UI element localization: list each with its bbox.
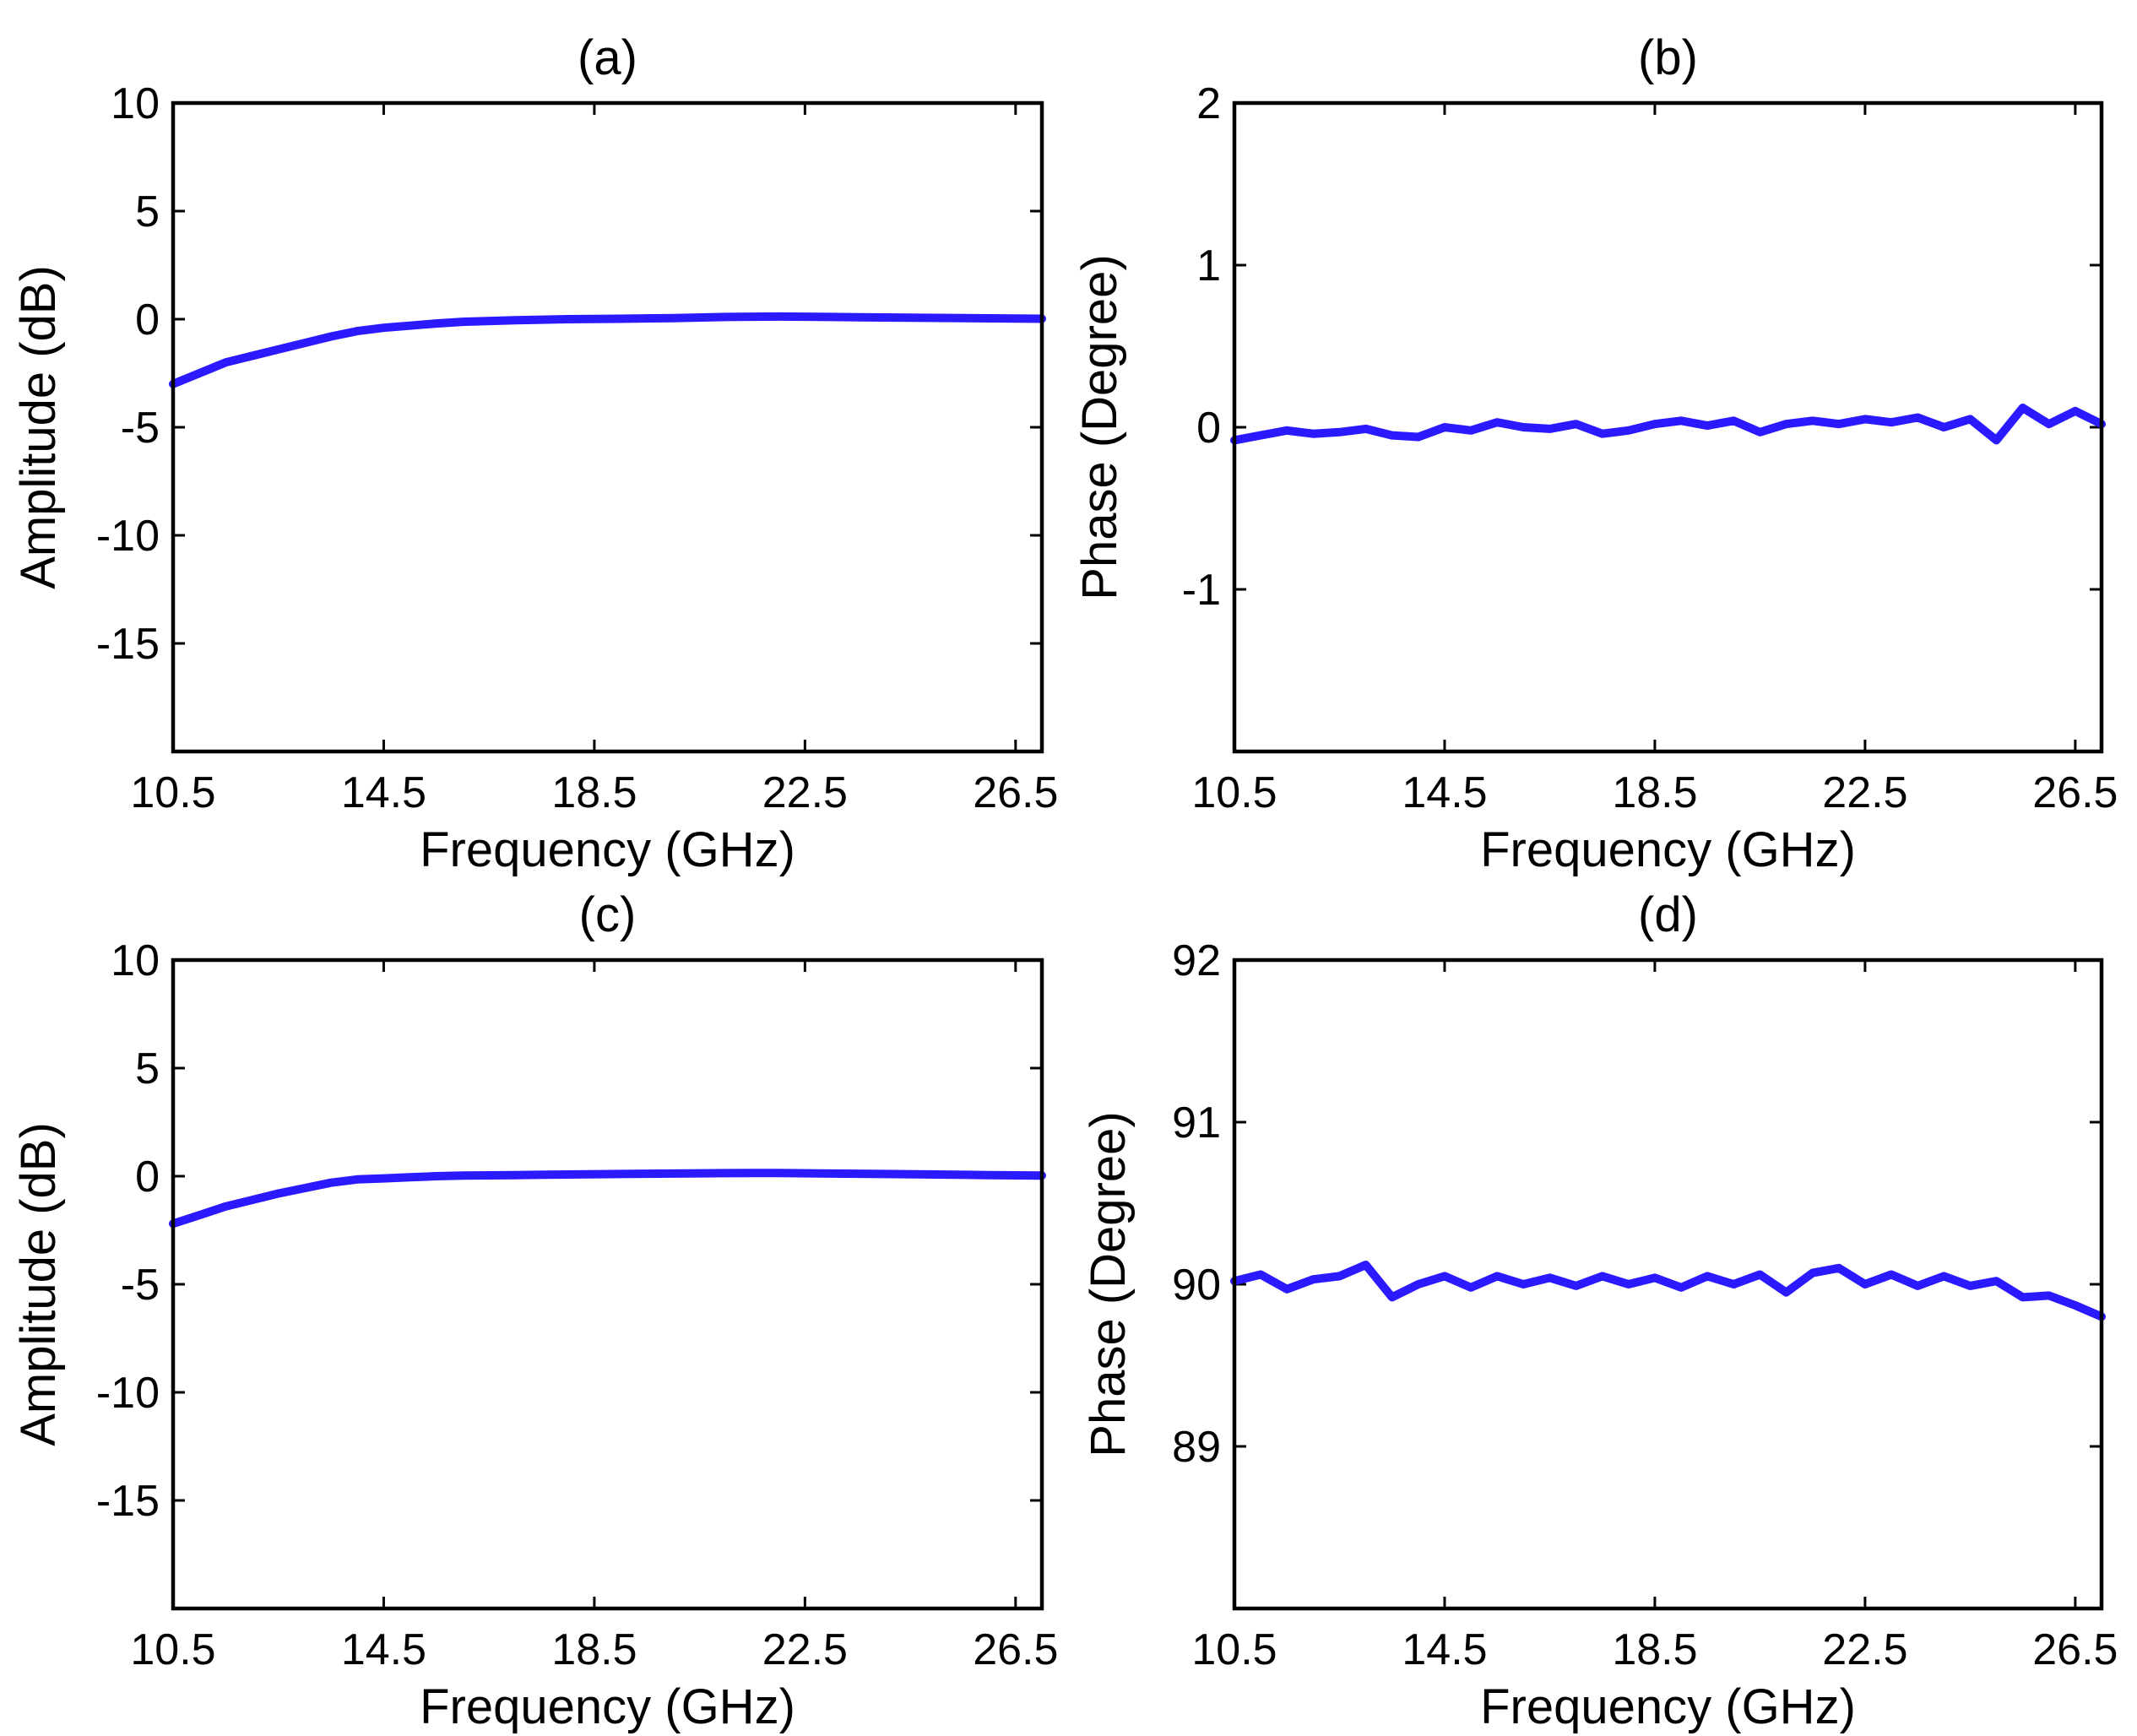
chart-panel-d: (d) Phase (Degree) Frequency (GHz) 10.5 14.5… (1081, 887, 2118, 1734)
y-tick-label: 5 (135, 187, 160, 236)
x-tick-label: 14.5 (1402, 1625, 1487, 1674)
chart-title: (d) (1638, 887, 1698, 942)
x-tick-label: 22.5 (762, 768, 848, 817)
x-tick-label: 10.5 (1191, 1625, 1277, 1674)
axes-frame (171, 100, 1044, 754)
y-axis-label: Amplitude (dB) (11, 1122, 66, 1446)
x-tick-label: 10.5 (1191, 768, 1277, 817)
x-tick-label: 26.5 (2032, 1625, 2118, 1674)
x-tick-label: 10.5 (130, 1625, 215, 1674)
y-tick-label: 10 (111, 79, 160, 128)
y-axis-label: Amplitude (dB) (11, 265, 66, 589)
x-tick-label: 10.5 (130, 768, 215, 817)
y-tick-label: 10 (111, 936, 160, 985)
y-tick-label: -15 (96, 1477, 160, 1526)
series-line-phase (1230, 404, 2106, 445)
y-tick-label: -15 (96, 620, 160, 669)
x-tick-label: 26.5 (973, 768, 1058, 817)
x-tick-label: 18.5 (551, 1625, 637, 1674)
chart-panel-a: (a) Amplitude (dB) Frequency (GHz) 10.5 14.5… (11, 30, 1058, 877)
y-tick-label: -5 (121, 404, 160, 453)
y-tick-label: -1 (1182, 566, 1221, 615)
y-tick-label: 89 (1172, 1423, 1221, 1472)
series-line-amplitude (169, 312, 1046, 388)
x-tick-label: 14.5 (1402, 768, 1487, 817)
x-tick-label: 18.5 (551, 768, 637, 817)
x-tick-label: 14.5 (341, 1625, 426, 1674)
y-tick-label: 90 (1172, 1261, 1221, 1310)
x-axis-label: Frequency (GHz) (420, 822, 795, 877)
x-axis-label: Frequency (GHz) (420, 1679, 795, 1734)
x-tick-label: 22.5 (1822, 1625, 1907, 1674)
chart-title: (b) (1638, 30, 1698, 85)
axes-frame (1232, 100, 2104, 754)
x-tick-label: 22.5 (762, 1625, 848, 1674)
x-tick-label: 14.5 (341, 768, 426, 817)
axes-frame (171, 958, 1044, 1611)
y-axis-label: Phase (Degree) (1081, 1111, 1136, 1457)
y-tick-label: 91 (1172, 1099, 1221, 1147)
y-tick-label: 92 (1172, 936, 1221, 985)
x-axis-label: Frequency (GHz) (1480, 1679, 1856, 1734)
y-tick-label: 0 (1196, 404, 1221, 453)
chart-title: (a) (578, 30, 637, 85)
x-axis-label: Frequency (GHz) (1480, 822, 1856, 877)
y-tick-label: -5 (121, 1261, 160, 1310)
x-tick-label: 18.5 (1612, 1625, 1697, 1674)
chart-title: (c) (579, 887, 637, 942)
x-tick-label: 26.5 (2032, 768, 2118, 817)
y-tick-label: 2 (1196, 79, 1221, 128)
chart-panel-c: (c) Amplitude (dB) Frequency (GHz) 10.5 14.5… (11, 887, 1058, 1734)
y-tick-label: 5 (135, 1044, 160, 1093)
y-tick-label: 0 (135, 1153, 160, 1202)
y-tick-label: 1 (1196, 241, 1221, 290)
chart-panel-b: (b) Phase (Degree) Frequency (GHz) 10.5 14.5… (1072, 30, 2118, 877)
series-line-phase (1230, 1261, 2106, 1321)
y-tick-label: -10 (96, 1369, 160, 1418)
y-tick-label: -10 (96, 512, 160, 561)
series-line-amplitude (169, 1169, 1046, 1229)
y-axis-label: Phase (Degree) (1072, 254, 1127, 599)
x-tick-label: 22.5 (1822, 768, 1907, 817)
x-tick-label: 18.5 (1612, 768, 1697, 817)
x-tick-label: 26.5 (973, 1625, 1058, 1674)
y-tick-label: 0 (135, 296, 160, 344)
axes-frame (1232, 958, 2104, 1611)
